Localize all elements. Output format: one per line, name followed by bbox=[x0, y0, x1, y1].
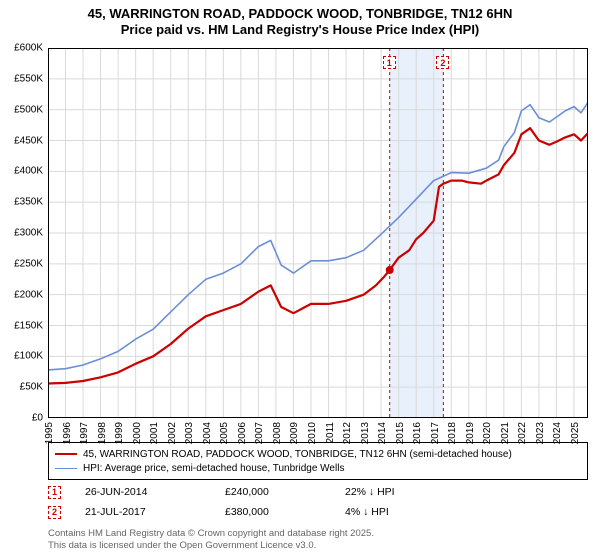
y-tick-label: £0 bbox=[0, 413, 43, 424]
x-tick-label: 1998 bbox=[97, 422, 108, 444]
x-tick-label: 2018 bbox=[447, 422, 458, 444]
event-marker-box: 1 bbox=[48, 486, 61, 499]
event-row: 2 21-JUL-2017£380,0004% ↓ HPI bbox=[48, 502, 588, 522]
x-tick-label: 2021 bbox=[500, 422, 511, 444]
footer-line-2: This data is licensed under the Open Gov… bbox=[48, 540, 588, 552]
legend: 45, WARRINGTON ROAD, PADDOCK WOOD, TONBR… bbox=[48, 442, 588, 480]
x-tick-label: 2004 bbox=[202, 422, 213, 444]
event-price: £240,000 bbox=[225, 486, 345, 498]
x-tick-label: 2007 bbox=[254, 422, 265, 444]
title-line-2: Price paid vs. HM Land Registry's House … bbox=[0, 22, 600, 38]
x-tick-label: 2019 bbox=[465, 422, 476, 444]
event-marker-1: 1 bbox=[383, 56, 396, 69]
x-tick-label: 2023 bbox=[535, 422, 546, 444]
x-tick-label: 2001 bbox=[149, 422, 160, 444]
chart-container: 45, WARRINGTON ROAD, PADDOCK WOOD, TONBR… bbox=[0, 0, 600, 560]
x-tick-label: 2020 bbox=[482, 422, 493, 444]
event-row: 1 26-JUN-2014£240,00022% ↓ HPI bbox=[48, 482, 588, 502]
x-tick-label: 2016 bbox=[412, 422, 423, 444]
y-tick-label: £150K bbox=[0, 320, 43, 331]
x-tick-label: 2013 bbox=[360, 422, 371, 444]
event-marker-box: 2 bbox=[48, 506, 61, 519]
x-tick-label: 2011 bbox=[325, 422, 336, 444]
x-tick-label: 2006 bbox=[237, 422, 248, 444]
x-tick-label: 2008 bbox=[272, 422, 283, 444]
y-tick-label: £350K bbox=[0, 197, 43, 208]
footer-line-1: Contains HM Land Registry data © Crown c… bbox=[48, 528, 588, 540]
x-tick-label: 2009 bbox=[289, 422, 300, 444]
legend-label: HPI: Average price, semi-detached house,… bbox=[83, 463, 344, 474]
y-tick-label: £550K bbox=[0, 73, 43, 84]
event-delta: 22% ↓ HPI bbox=[345, 486, 455, 498]
event-delta: 4% ↓ HPI bbox=[345, 506, 455, 518]
x-tick-label: 2010 bbox=[307, 422, 318, 444]
legend-swatch bbox=[55, 468, 77, 469]
x-tick-label: 2003 bbox=[184, 422, 195, 444]
x-tick-label: 2015 bbox=[395, 422, 406, 444]
x-tick-label: 2005 bbox=[219, 422, 230, 444]
footer-attribution: Contains HM Land Registry data © Crown c… bbox=[48, 528, 588, 552]
y-tick-label: £250K bbox=[0, 258, 43, 269]
events-table: 1 26-JUN-2014£240,00022% ↓ HPI 2 21-JUL-201… bbox=[48, 482, 588, 522]
x-tick-label: 2000 bbox=[132, 422, 143, 444]
y-tick-label: £100K bbox=[0, 351, 43, 362]
title-line-1: 45, WARRINGTON ROAD, PADDOCK WOOD, TONBR… bbox=[0, 6, 600, 22]
legend-label: 45, WARRINGTON ROAD, PADDOCK WOOD, TONBR… bbox=[83, 449, 512, 460]
x-tick-label: 1999 bbox=[114, 422, 125, 444]
y-tick-label: £600K bbox=[0, 43, 43, 54]
chart-area: £0£50K£100K£150K£200K£250K£300K£350K£400… bbox=[48, 48, 588, 418]
legend-swatch bbox=[55, 453, 77, 455]
chart-svg bbox=[48, 48, 588, 418]
x-tick-label: 1996 bbox=[62, 422, 73, 444]
x-tick-label: 2012 bbox=[342, 422, 353, 444]
y-tick-label: £500K bbox=[0, 104, 43, 115]
event-marker-2: 2 bbox=[436, 56, 449, 69]
x-tick-label: 2017 bbox=[430, 422, 441, 444]
y-tick-label: £200K bbox=[0, 289, 43, 300]
legend-item: HPI: Average price, semi-detached house,… bbox=[55, 461, 581, 475]
y-tick-label: £450K bbox=[0, 135, 43, 146]
x-tick-label: 2025 bbox=[570, 422, 581, 444]
x-tick-label: 2022 bbox=[517, 422, 528, 444]
event-date: 21-JUL-2017 bbox=[85, 506, 225, 518]
x-tick-label: 1997 bbox=[79, 422, 90, 444]
legend-item: 45, WARRINGTON ROAD, PADDOCK WOOD, TONBR… bbox=[55, 447, 581, 461]
x-tick-label: 2014 bbox=[377, 422, 388, 444]
title-block: 45, WARRINGTON ROAD, PADDOCK WOOD, TONBR… bbox=[0, 0, 600, 39]
y-tick-label: £400K bbox=[0, 166, 43, 177]
event-date: 26-JUN-2014 bbox=[85, 486, 225, 498]
x-tick-label: 2024 bbox=[552, 422, 563, 444]
x-tick-label: 1995 bbox=[44, 422, 55, 444]
x-tick-label: 2002 bbox=[167, 422, 178, 444]
event-price: £380,000 bbox=[225, 506, 345, 518]
y-tick-label: £50K bbox=[0, 382, 43, 393]
y-tick-label: £300K bbox=[0, 228, 43, 239]
